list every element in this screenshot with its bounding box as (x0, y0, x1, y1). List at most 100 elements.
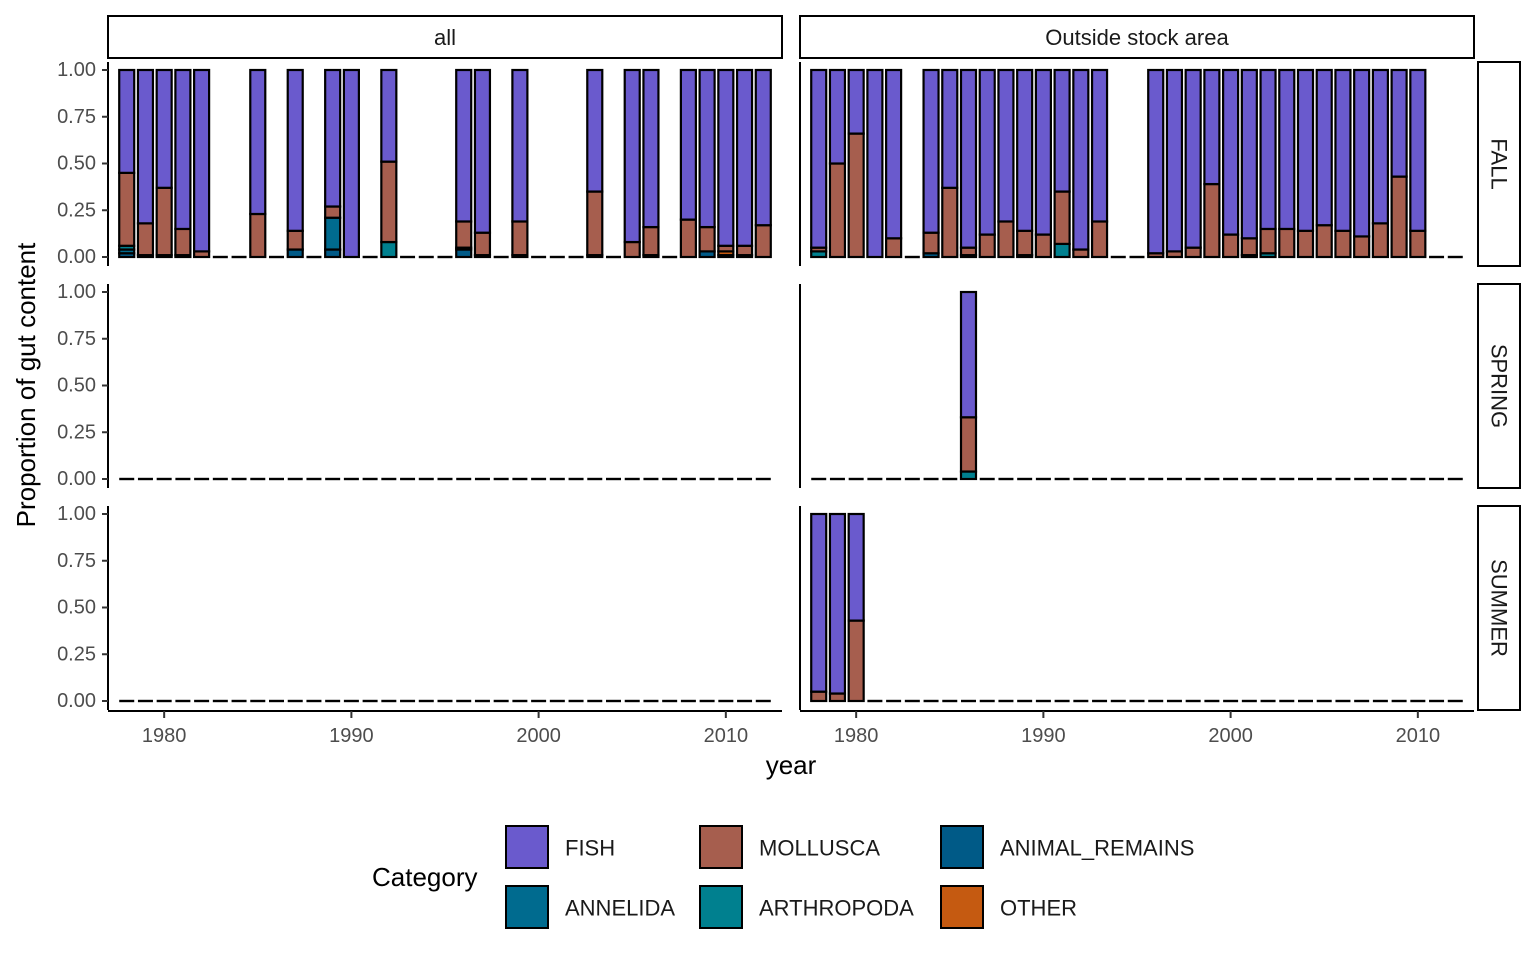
bar-segment (286, 229, 304, 251)
legend-item: FISH (505, 825, 615, 869)
bar-segment (324, 205, 342, 219)
bar-segment (1072, 68, 1090, 251)
bar-segment (174, 68, 192, 231)
x-axis-title: year (766, 750, 817, 780)
bar-segment (473, 231, 492, 257)
legend-item: ARTHROPODA (699, 885, 914, 929)
y-tick-label: 0.00 (57, 246, 96, 268)
y-tick-label: 1.00 (57, 281, 96, 303)
bar-segment (978, 233, 996, 259)
panel (810, 512, 1463, 703)
bar-segment (249, 68, 267, 216)
bar-segment (754, 68, 772, 227)
panel (810, 68, 1463, 259)
bar-segment (959, 470, 978, 481)
bar-segment (828, 68, 847, 165)
y-tick-label: 0.25 (57, 643, 96, 665)
bar-segment (380, 240, 398, 259)
y-axis-title: Proportion of gut content (11, 242, 41, 528)
bar-segment (642, 225, 660, 257)
legend-label: ANIMAL_REMAINS (1000, 836, 1194, 861)
facet-strip-column (107, 15, 783, 59)
bar-segment (1390, 175, 1408, 259)
legend-label: MOLLUSCA (759, 836, 880, 861)
bar-segment (1203, 68, 1221, 186)
facet-strip-column (799, 15, 1475, 59)
bar-segment (1409, 229, 1427, 259)
legend-item: ANNELIDA (505, 885, 675, 929)
bar-segment (959, 416, 978, 473)
bar-segment (1390, 68, 1408, 178)
legend-label: ANNELIDA (565, 896, 675, 921)
bar-segment (1090, 220, 1109, 259)
bar-segment (1034, 68, 1052, 236)
legend-item: ANIMAL_REMAINS (940, 825, 1194, 869)
bar-segment (1184, 246, 1202, 259)
bar-segment (1240, 237, 1258, 257)
bar-segment (959, 68, 978, 249)
bar-segment (342, 68, 360, 259)
bar-segment (1353, 68, 1371, 238)
bar-segment (1334, 68, 1352, 232)
y-tick-label: 0.75 (57, 550, 96, 572)
bar-segment (1353, 235, 1371, 259)
bar-segment (1053, 68, 1071, 193)
y-tick-label: 0.50 (57, 375, 96, 397)
bar-segment (286, 248, 304, 259)
legend-label: ARTHROPODA (759, 896, 914, 921)
y-tick-label: 0.25 (57, 199, 96, 221)
legend-item: MOLLUSCA (699, 825, 880, 869)
bar-segment (511, 220, 529, 257)
x-tick-label: 2000 (516, 725, 561, 747)
legend-title: Category (372, 862, 478, 892)
bar-segment (698, 68, 716, 229)
bar-segment (922, 231, 940, 255)
bar-segment (1072, 248, 1090, 259)
bar-segment (642, 68, 660, 229)
y-tick-label: 0.50 (57, 597, 96, 619)
bar-segment (1090, 68, 1109, 223)
x-tick-label: 2010 (1396, 725, 1441, 747)
bar-segment (1222, 233, 1240, 259)
bar-segment (1016, 68, 1034, 232)
bar-segment (1334, 229, 1352, 259)
bar-segment (922, 68, 940, 234)
facet-strip-row (1477, 61, 1521, 267)
bar-segment (623, 68, 641, 244)
bar-segment (959, 246, 978, 257)
facet-strip-row (1477, 505, 1521, 711)
bar-segment (828, 512, 847, 695)
bar-segment (1259, 68, 1277, 231)
bar-segment (810, 690, 828, 703)
bar-segment (1016, 229, 1034, 257)
bar-segment (1203, 182, 1221, 259)
y-tick-label: 0.75 (57, 328, 96, 350)
facet-label-column: Outside stock area (1045, 25, 1229, 50)
bar-segment (623, 240, 641, 259)
legend-swatch (699, 885, 743, 929)
bar-segment (155, 68, 173, 189)
bar-segment (1371, 68, 1389, 225)
x-tick-label: 2000 (1208, 725, 1253, 747)
bar-segment (1034, 233, 1052, 259)
bar-segment (1184, 68, 1202, 249)
bar-segment (455, 68, 473, 223)
bar-segment (754, 224, 772, 259)
bar-segment (1165, 68, 1184, 253)
bar-segment (249, 212, 267, 259)
bar-segment (136, 68, 155, 225)
bar-segment (1240, 68, 1258, 240)
bar-segment (997, 68, 1015, 223)
bar-segment (118, 171, 136, 247)
x-tick-label: 1980 (834, 725, 879, 747)
bar-segment (847, 132, 865, 259)
bar-segment (1053, 242, 1071, 259)
bar-segment (941, 186, 959, 259)
bar-segment (698, 225, 716, 253)
bar-segment (1278, 68, 1296, 231)
bar-segment (978, 68, 996, 236)
bar-segment (324, 216, 342, 251)
bar-segment (380, 68, 398, 163)
facet-label-row: FALL (1487, 138, 1512, 189)
